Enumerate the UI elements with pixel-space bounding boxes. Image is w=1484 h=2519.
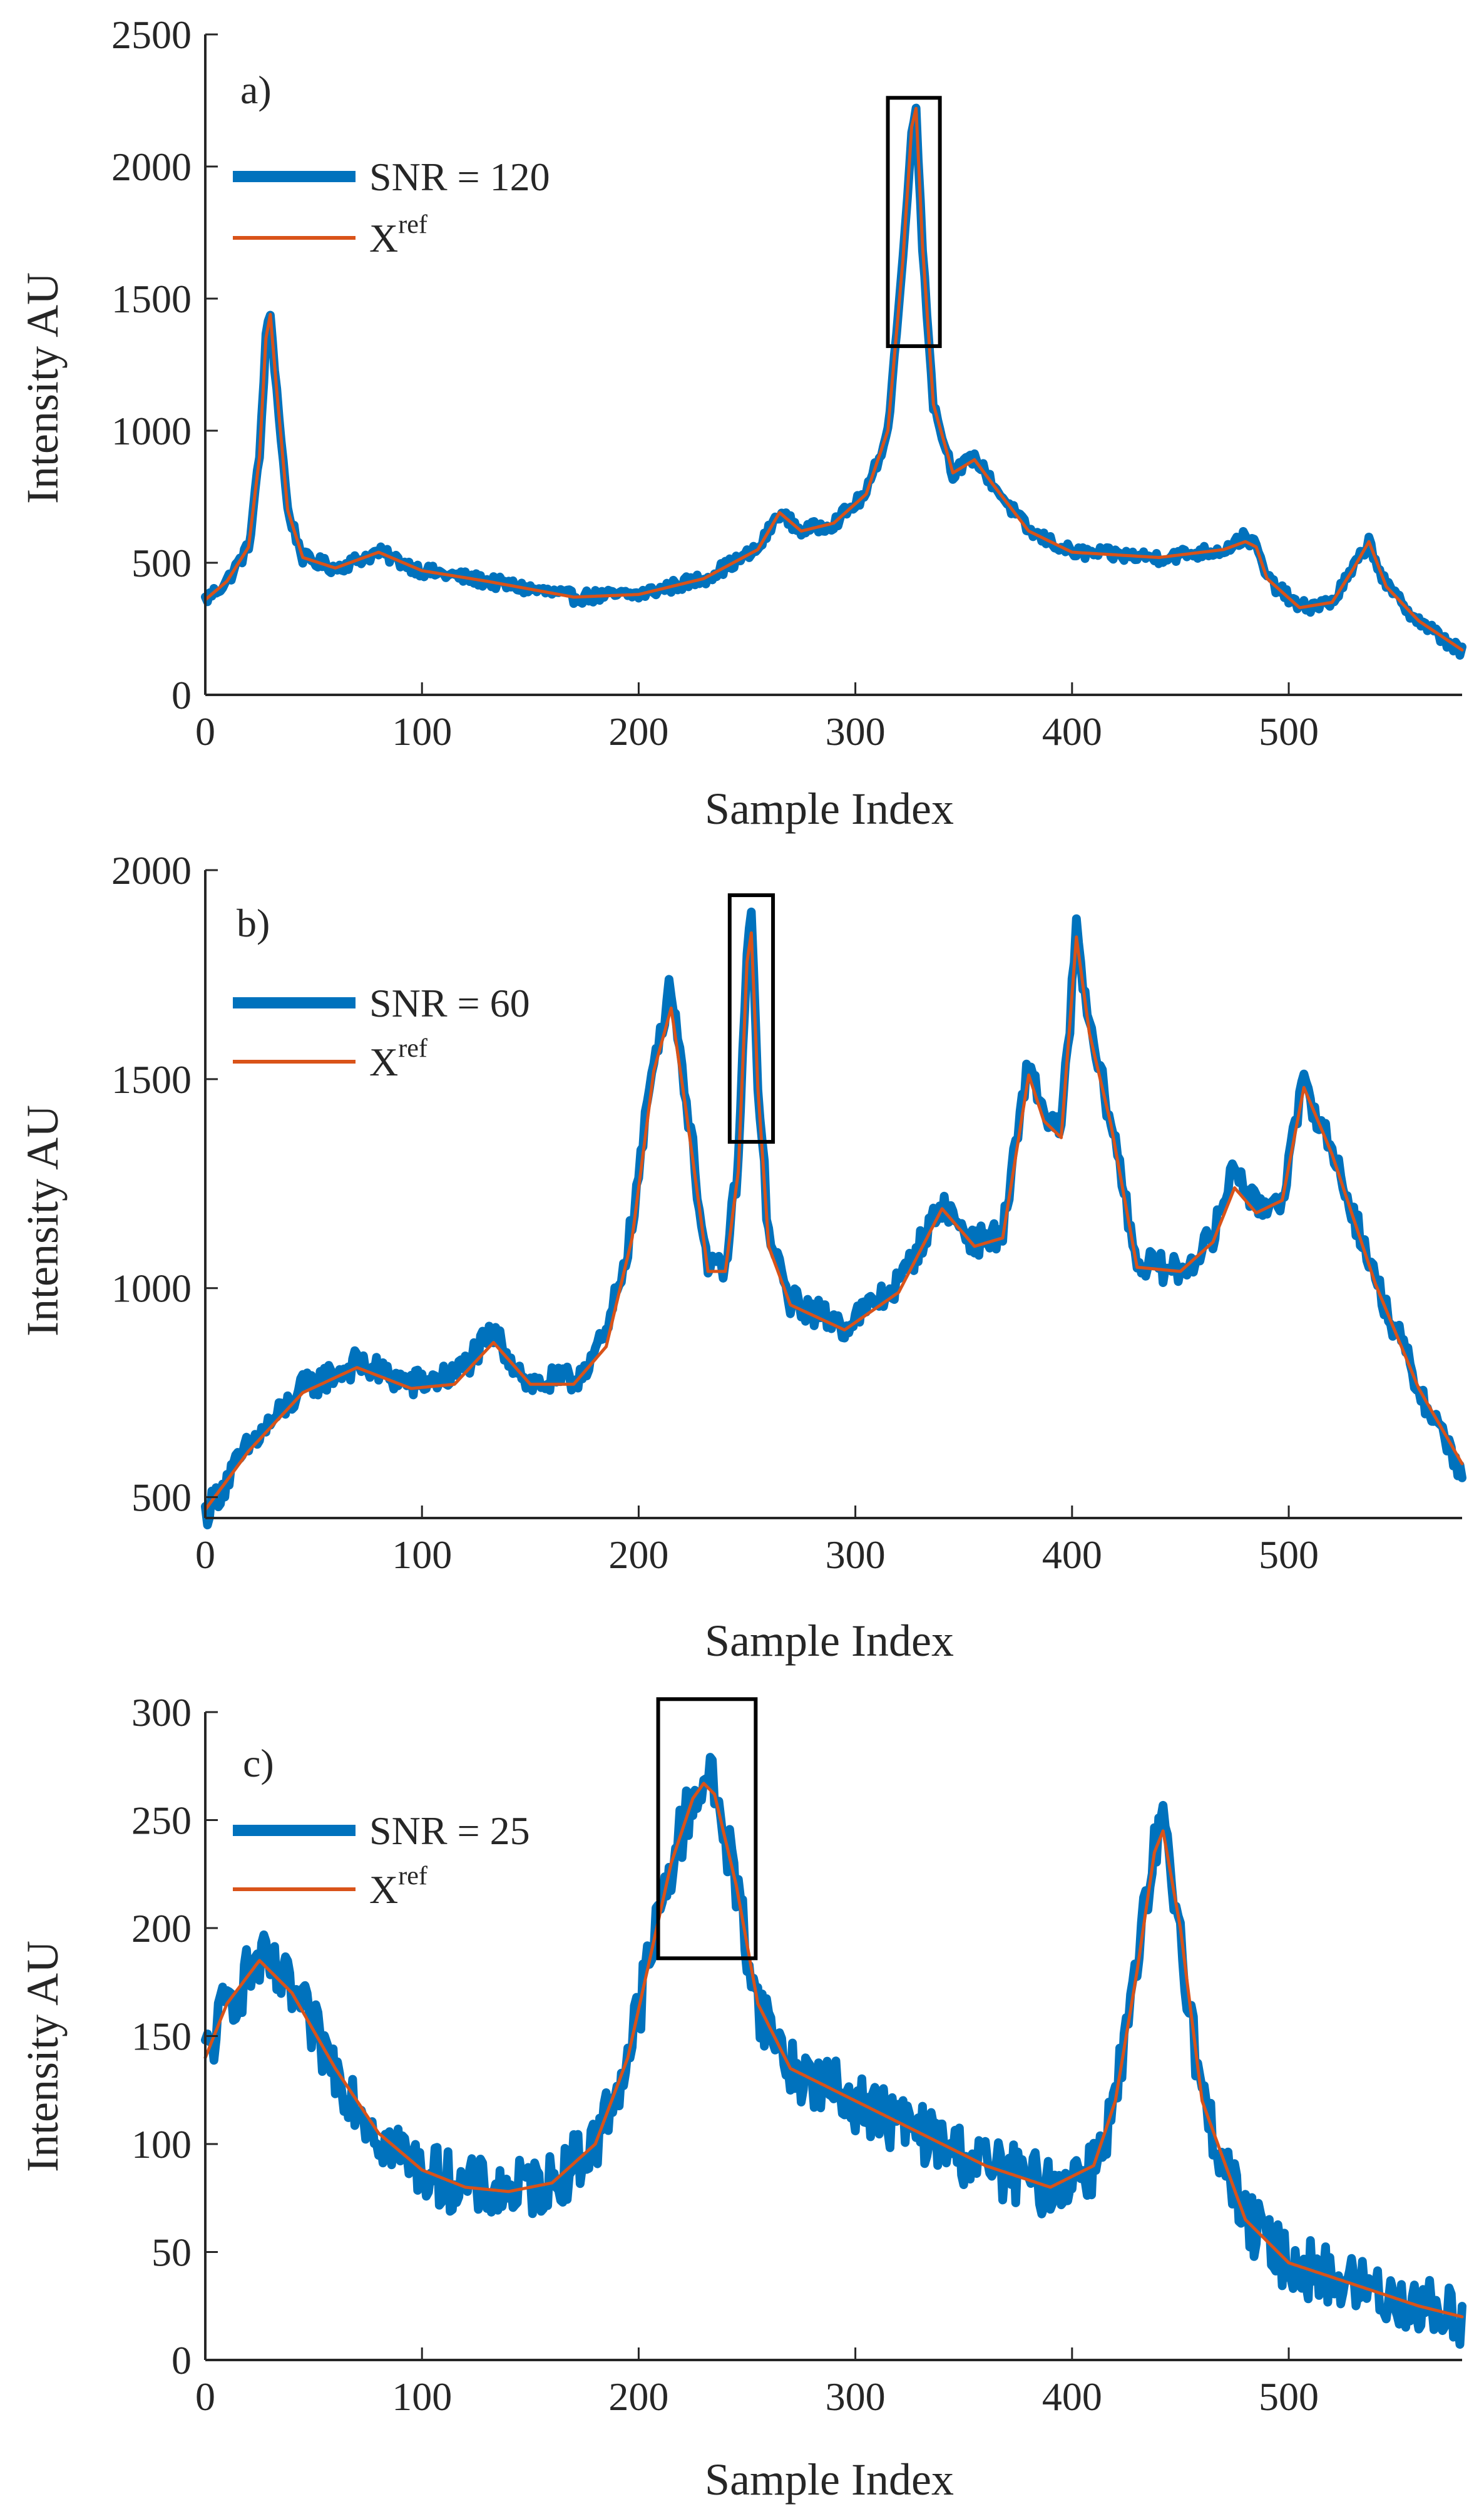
plot-area: 0 100 200 300 400 500 0 500 1000 1500 2000 2500 (111, 13, 1466, 754)
y-axis-label: Intensity AU (18, 1105, 68, 1336)
legend-xref-sup: ref (398, 210, 427, 239)
highlight-box (656, 1697, 758, 1961)
highlight-box (727, 893, 775, 1144)
panel-label: c) (243, 1741, 274, 1785)
x-tick-label: 200 (608, 1532, 668, 1577)
panel-b: 0 100 200 300 400 500 500 1000 1500 2000 b) SNR =… (18, 848, 1466, 1666)
y-tick-label: 2500 (111, 13, 192, 57)
y-tick-label: 2000 (111, 848, 192, 893)
series-line-xref (203, 1782, 1464, 2319)
x-tick-label: 500 (1259, 2374, 1319, 2419)
y-axis-label: Intensity AU (18, 1941, 68, 2172)
y-tick-label: 0 (171, 673, 192, 717)
legend-xref-sup: ref (398, 1034, 427, 1063)
series-line-snr (201, 103, 1466, 660)
plot-area: 0 100 200 300 400 500 500 1000 1500 2000 (111, 848, 1466, 1577)
legend-xref-base: X (369, 1867, 398, 1912)
legend: SNR = 120 Xref (233, 155, 550, 260)
x-axis-label: Sample Index (705, 1616, 954, 1666)
x-tick-label: 0 (195, 1532, 215, 1577)
legend-label-xref: Xref (369, 1862, 427, 1912)
x-tick-label: 0 (195, 2374, 215, 2419)
x-tick-label: 100 (392, 1532, 452, 1577)
x-axis-label: Sample Index (705, 2455, 954, 2505)
x-axis-label: Sample Index (705, 784, 954, 834)
y-tick-label: 500 (131, 1475, 192, 1520)
y-tick-label: 100 (131, 2122, 192, 2167)
x-tick-label: 300 (826, 1532, 886, 1577)
y-tick-label: 1000 (111, 1266, 192, 1311)
series-line-xref (203, 931, 1464, 1512)
highlight-box (886, 96, 942, 348)
x-tick-label: 400 (1042, 1532, 1102, 1577)
y-tick-label: 1000 (111, 409, 192, 453)
legend-xref-sup: ref (398, 1862, 427, 1891)
y-axis-label: Intensity AU (18, 272, 68, 504)
x-tick-label: 500 (1259, 1532, 1319, 1577)
panel-label: a) (240, 68, 272, 112)
y-tick-label: 0 (171, 2338, 192, 2383)
x-tick-label: 0 (195, 709, 215, 754)
legend-label-xref: Xref (369, 1034, 427, 1084)
legend: SNR = 60 Xref (233, 981, 530, 1084)
legend-xref-base: X (369, 216, 398, 260)
series-line-snr (201, 907, 1466, 1530)
x-tick-label: 500 (1259, 709, 1319, 754)
legend-xref-base: X (369, 1040, 398, 1084)
x-tick-label: 400 (1042, 2374, 1102, 2419)
y-tick-label: 300 (131, 1690, 192, 1735)
panel-c: 0 100 200 300 400 500 0 50 100 150 200 250 300 c) SN… (18, 1690, 1466, 2505)
x-tick-label: 100 (392, 709, 452, 754)
x-tick-label: 300 (826, 709, 886, 754)
legend-label-snr: SNR = 60 (369, 981, 530, 1025)
legend: SNR = 25 Xref (233, 1808, 530, 1912)
legend-label-snr: SNR = 120 (369, 155, 550, 199)
x-tick-label: 300 (826, 2374, 886, 2419)
legend-label-snr: SNR = 25 (369, 1808, 530, 1853)
y-tick-label: 200 (131, 1906, 192, 1951)
panel-label: b) (237, 901, 270, 945)
legend-label-xref: Xref (369, 210, 427, 260)
x-tick-label: 100 (392, 2374, 452, 2419)
x-tick-label: 200 (608, 2374, 668, 2419)
series-line-snr (201, 1753, 1466, 2349)
plot-area: 0 100 200 300 400 500 0 50 100 150 200 250 300 (131, 1690, 1466, 2419)
y-tick-label: 2000 (111, 145, 192, 189)
y-tick-label: 250 (131, 1798, 192, 1843)
x-tick-label: 200 (608, 709, 668, 754)
y-tick-label: 150 (131, 2014, 192, 2059)
y-tick-label: 1500 (111, 1057, 192, 1102)
series-line-xref (203, 106, 1464, 652)
y-tick-label: 50 (151, 2230, 192, 2275)
y-tick-label: 500 (131, 541, 192, 585)
x-tick-label: 400 (1042, 709, 1102, 754)
y-tick-label: 1500 (111, 277, 192, 321)
